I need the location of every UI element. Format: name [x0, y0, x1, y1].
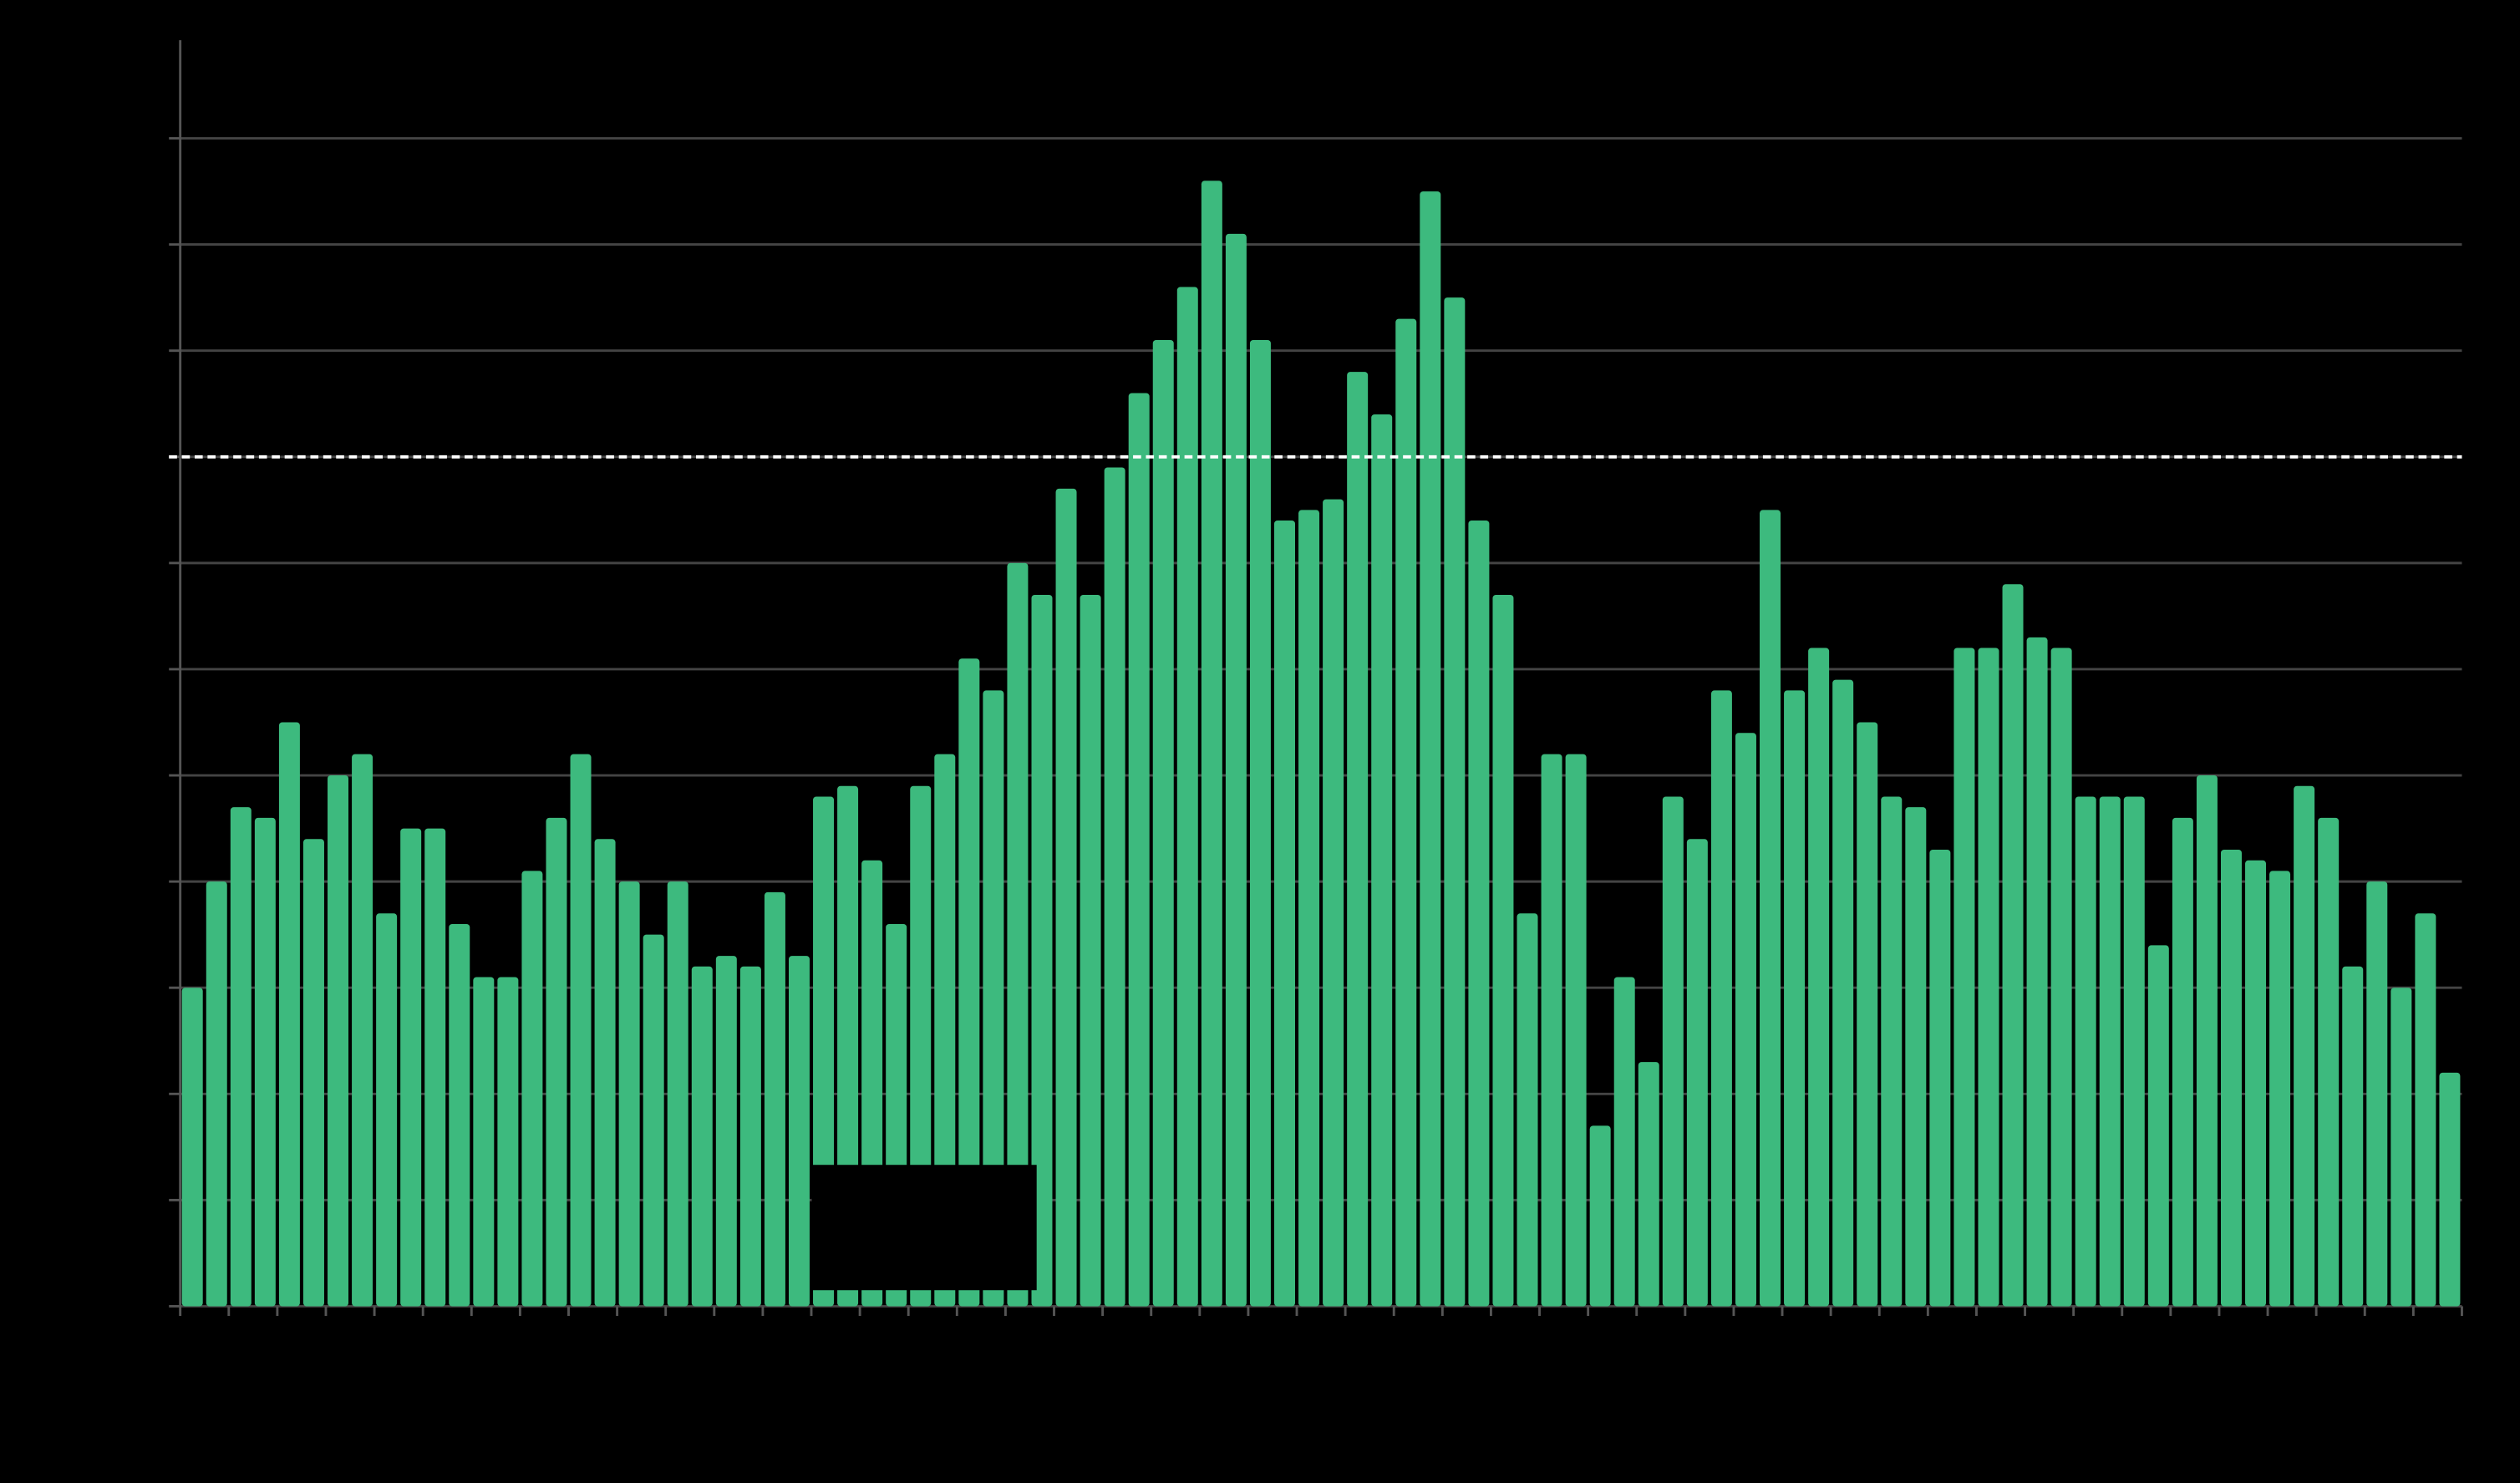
- bar: [1347, 372, 1369, 1307]
- bar: [1589, 1125, 1611, 1307]
- bar: [1881, 796, 1903, 1307]
- bar: [2075, 796, 2096, 1307]
- bar: [1492, 595, 1514, 1307]
- legend-box: [811, 1165, 1037, 1291]
- bar: [1857, 722, 1878, 1307]
- bar: [230, 807, 251, 1307]
- bar: [1735, 733, 1756, 1307]
- bar: [788, 956, 810, 1307]
- bar: [1225, 233, 1247, 1307]
- bar: [2050, 648, 2072, 1307]
- bar: [2342, 966, 2364, 1307]
- bar: [1929, 850, 1951, 1307]
- bar: [2269, 871, 2291, 1307]
- bar: [1905, 807, 1927, 1307]
- bar: [2147, 945, 2169, 1307]
- bar: [2415, 913, 2436, 1307]
- bar: [715, 956, 737, 1307]
- bar: [1152, 340, 1174, 1307]
- bar: [2002, 584, 2024, 1307]
- bar: [1784, 690, 1806, 1307]
- bar: [449, 923, 470, 1307]
- bar: [618, 881, 640, 1307]
- bar: [1104, 467, 1125, 1307]
- bar: [1080, 595, 1101, 1307]
- bar: [2099, 796, 2121, 1307]
- bar: [497, 977, 519, 1307]
- bar: [1662, 796, 1684, 1307]
- bar: [1710, 690, 1732, 1307]
- bar: [424, 828, 446, 1307]
- bar: [473, 977, 495, 1307]
- bar: [1323, 499, 1344, 1307]
- bar: [1298, 510, 1320, 1307]
- bar: [1055, 488, 1077, 1307]
- bar: [1031, 595, 1053, 1307]
- bar: [1468, 521, 1490, 1307]
- bar: [1760, 510, 1781, 1307]
- bar: [1832, 679, 1854, 1307]
- bar: [1201, 180, 1222, 1307]
- bar: [521, 871, 543, 1307]
- bar: [206, 881, 227, 1307]
- bar: [1954, 648, 1975, 1307]
- bar: [1541, 754, 1562, 1307]
- bar: [1444, 297, 1466, 1307]
- bar: [1007, 562, 1029, 1307]
- bar: [570, 754, 592, 1307]
- bar: [2390, 988, 2412, 1307]
- bar: [667, 881, 688, 1307]
- bar: [1613, 977, 1635, 1307]
- bar: [376, 913, 398, 1307]
- bar: [958, 658, 980, 1307]
- bar: [2318, 817, 2340, 1307]
- bar: [1249, 340, 1271, 1307]
- bar: [1565, 754, 1587, 1307]
- bar: [2172, 817, 2193, 1307]
- bar: [1371, 414, 1393, 1307]
- bar: [1517, 913, 1538, 1307]
- bar: [2026, 637, 2048, 1307]
- bar: [2366, 881, 2388, 1307]
- bar: [2439, 1072, 2461, 1307]
- bar: [2245, 860, 2267, 1307]
- bar: [328, 775, 349, 1307]
- bar: [2196, 775, 2218, 1307]
- bar: [546, 817, 567, 1307]
- bar: [594, 839, 616, 1307]
- bar: [1686, 839, 1708, 1307]
- bar: [1638, 1062, 1659, 1307]
- bar: [1978, 648, 1999, 1307]
- bar: [181, 988, 203, 1307]
- bar: [2294, 785, 2315, 1307]
- bar: [278, 722, 300, 1307]
- bar: [1128, 393, 1150, 1307]
- bar: [983, 690, 1004, 1307]
- bar: [739, 966, 761, 1307]
- bar: [1420, 191, 1441, 1307]
- bar: [1395, 318, 1417, 1307]
- bar: [352, 754, 373, 1307]
- bar: [764, 891, 785, 1307]
- bar: [400, 828, 422, 1307]
- bar: [2220, 850, 2242, 1307]
- bar: [254, 817, 276, 1307]
- bar: [302, 839, 324, 1307]
- bar: [2123, 796, 2145, 1307]
- bar: [1808, 648, 1830, 1307]
- bar: [643, 934, 664, 1307]
- bar: [691, 966, 713, 1307]
- bar: [1274, 521, 1295, 1307]
- bar: [1176, 287, 1198, 1307]
